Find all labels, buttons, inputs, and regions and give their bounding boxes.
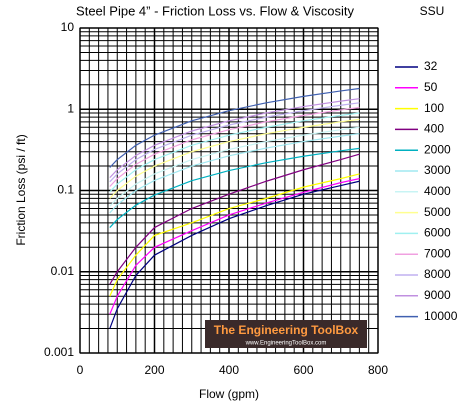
series-line <box>109 147 360 228</box>
x-tick-label: 600 <box>293 363 313 377</box>
series-line <box>109 102 360 183</box>
series-line <box>109 112 360 193</box>
series-line <box>109 87 360 168</box>
x-tick-label: 400 <box>219 363 239 377</box>
series-line <box>109 180 360 329</box>
legend-label: 50 <box>424 80 438 94</box>
x-axis-label: Flow (gpm) <box>199 387 259 401</box>
y-tick-label: 0.1 <box>57 183 74 197</box>
legend-label: 2000 <box>424 142 451 156</box>
legend-label: 6000 <box>424 226 451 240</box>
series-line <box>109 98 360 179</box>
series-line <box>109 173 360 297</box>
legend-label: 5000 <box>424 205 451 219</box>
legend-label: 100 <box>424 101 444 115</box>
x-tick-label: 800 <box>368 363 388 377</box>
chart-title: Steel Pipe 4” - Friction Loss vs. Flow &… <box>76 3 354 18</box>
legend-label: 10000 <box>424 309 458 323</box>
legend-label: 8000 <box>424 267 451 281</box>
series-line <box>109 178 360 315</box>
y-axis-label: Friction Loss (psi / ft) <box>14 134 28 245</box>
series-line <box>109 126 360 207</box>
legend-label: 9000 <box>424 288 451 302</box>
y-tick-label: 10 <box>61 20 75 34</box>
x-tick-label: 200 <box>144 363 164 377</box>
legend-label: 4000 <box>424 184 451 198</box>
series-line <box>109 118 360 199</box>
series-line <box>109 133 360 214</box>
watermark-box <box>205 320 367 348</box>
legend-title: SSU <box>420 4 445 18</box>
x-tick-label: 0 <box>77 363 84 377</box>
y-tick-label: 1 <box>67 101 74 115</box>
watermark-url: www.EngineeringToolBox.com <box>245 341 327 347</box>
y-tick-label: 0.001 <box>44 345 74 359</box>
series-line <box>109 106 360 187</box>
legend-label: 7000 <box>424 246 451 260</box>
series-line <box>109 153 360 285</box>
legend-label: 400 <box>424 122 444 136</box>
legend-label: 3000 <box>424 163 451 177</box>
watermark-title: The Engineering ToolBox <box>214 323 359 337</box>
legend-label: 32 <box>424 59 438 73</box>
y-tick-label: 0.01 <box>51 264 75 278</box>
